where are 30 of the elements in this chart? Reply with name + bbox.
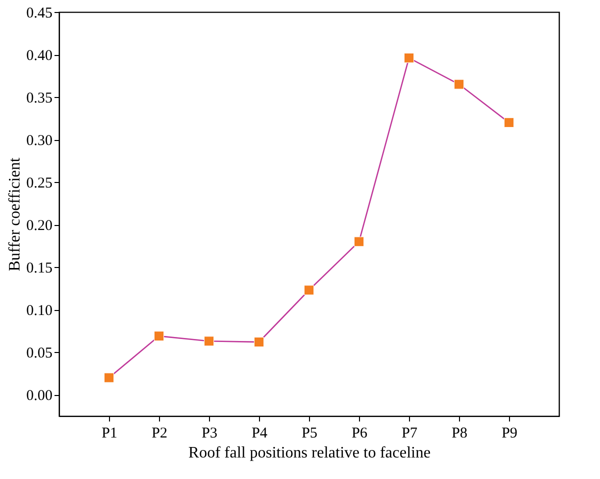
y-tick-label: 0.10 (26, 303, 52, 320)
x-tick-label: P4 (252, 426, 268, 442)
x-tick-label: P2 (152, 426, 168, 442)
point (304, 285, 314, 296)
x-tick-label: P1 (102, 426, 118, 442)
point (504, 118, 514, 128)
y-tick-label: 0.20 (26, 218, 52, 234)
point (404, 52, 414, 63)
y-tick-label: 0.15 (26, 260, 52, 277)
y-axis-title: Buffer coefficient (6, 157, 24, 272)
x-tick-label: P5 (302, 426, 318, 442)
point (104, 372, 114, 383)
x-tick-label: P7 (402, 426, 418, 442)
y-tick-label: 0.00 (26, 388, 52, 404)
y-tick-label: 0.05 (26, 346, 52, 362)
x-tick-label: P9 (502, 426, 518, 442)
y-tick-label: 0.40 (26, 48, 52, 64)
point (254, 337, 264, 347)
y-tick-label: 0.25 (26, 176, 52, 192)
point (154, 331, 164, 342)
x-tick-label: P3 (202, 426, 218, 442)
point (454, 79, 464, 90)
point (354, 236, 364, 247)
x-tick-label: P6 (352, 426, 368, 442)
x-tick-label: P8 (452, 426, 468, 442)
x-axis-title: Roof fall positions relative to faceline (188, 444, 431, 462)
y-tick-label: 0.45 (26, 6, 52, 22)
point (204, 336, 214, 346)
y-tick-label: 0.30 (26, 133, 52, 150)
y-tick-label: 0.35 (26, 90, 52, 107)
